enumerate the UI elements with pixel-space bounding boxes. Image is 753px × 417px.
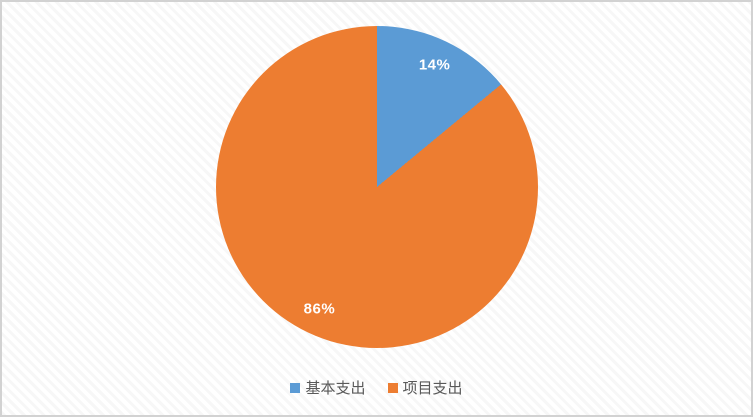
legend-label-project-expense: 项目支出 [402,380,463,397]
legend-item-basic-expense[interactable]: 基本支出 [290,377,366,398]
legend-label-basic-expense: 基本支出 [305,380,366,397]
slice-label-project-expense: 86% [303,300,336,318]
pie [216,26,538,348]
legend-swatch-orange-icon [387,382,398,393]
legend-item-project-expense[interactable]: 项目支出 [387,377,463,398]
legend: 基本支出 项目支出 [2,377,751,398]
legend-swatch-blue-icon [290,382,301,393]
slice-label-basic-expense: 14% [418,56,451,74]
